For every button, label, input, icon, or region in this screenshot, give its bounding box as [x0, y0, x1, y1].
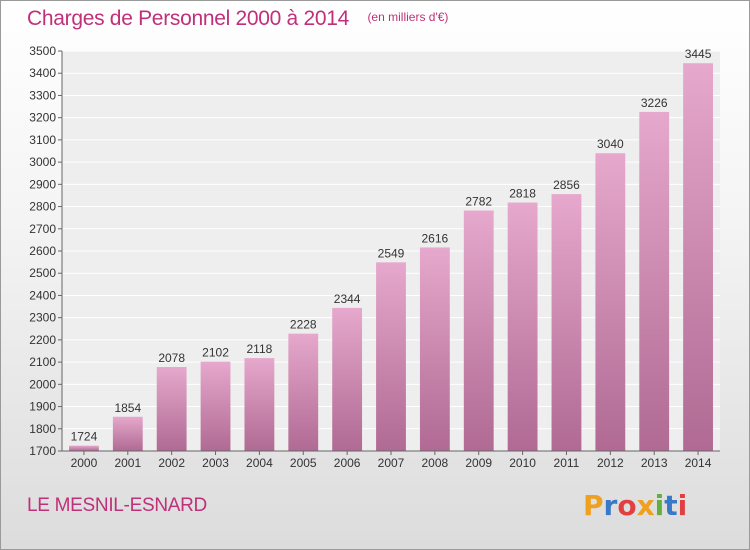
bar-2008[interactable] — [419, 247, 450, 451]
x-tick-label: 2009 — [465, 456, 492, 470]
data-label: 2118 — [246, 342, 272, 356]
x-tick-label: 2005 — [290, 456, 317, 470]
data-label: 2616 — [422, 231, 449, 245]
y-tick-label: 2900 — [29, 177, 56, 191]
logo-letter: i — [677, 489, 688, 522]
data-label: 1724 — [71, 430, 98, 444]
y-tick-label: 3000 — [29, 155, 56, 169]
logo-letter: r — [603, 489, 618, 522]
data-label: 3226 — [641, 96, 668, 110]
data-label: 2782 — [465, 195, 492, 209]
data-label: 2078 — [158, 351, 185, 365]
data-label: 3040 — [597, 137, 624, 151]
x-tick-label: 2010 — [509, 456, 536, 470]
x-tick-label: 2003 — [202, 456, 229, 470]
y-tick-label: 2300 — [29, 311, 56, 325]
data-label: 2549 — [378, 246, 405, 260]
bar-2013[interactable] — [639, 111, 670, 451]
bar-2012[interactable] — [595, 153, 626, 451]
title-line: Charges de Personnel 2000 à 2014 (en mil… — [27, 7, 448, 31]
chart-title: Charges de Personnel 2000 à 2014 — [27, 7, 349, 30]
data-label: 2228 — [290, 318, 317, 332]
x-tick-label: 2000 — [71, 456, 98, 470]
chart-subtitle: (en milliers d'€) — [367, 10, 449, 24]
y-tick-label: 2600 — [29, 244, 56, 258]
bar-2010[interactable] — [507, 202, 538, 451]
x-tick-label: 2004 — [246, 456, 273, 470]
data-label: 2344 — [334, 292, 361, 306]
bar-2011[interactable] — [551, 194, 582, 451]
bar-2001[interactable] — [112, 416, 143, 451]
x-tick-label: 2008 — [422, 456, 449, 470]
data-label: 2818 — [509, 187, 536, 201]
x-tick-label: 2014 — [685, 456, 712, 470]
bars: 1724 1854 2078 2102 2118 2228 2344 2549 2616 2782… — [69, 47, 713, 451]
logo-letter: o — [617, 489, 637, 522]
y-tick-label: 2000 — [29, 377, 56, 391]
x-tick-label: 2002 — [158, 456, 185, 470]
data-label: 3445 — [685, 47, 712, 61]
commune-name: LE MESNIL-ESNARD — [27, 495, 207, 516]
y-tick-label: 1700 — [29, 444, 56, 458]
y-tick-label: 1900 — [29, 400, 56, 414]
y-tick-label: 3400 — [29, 66, 56, 80]
y-tick-label: 2700 — [29, 222, 56, 236]
data-label: 1854 — [114, 401, 141, 415]
y-tick-label: 1800 — [29, 422, 56, 436]
bar-2006[interactable] — [332, 307, 363, 451]
data-label: 2102 — [202, 346, 229, 360]
bar-2003[interactable] — [200, 361, 231, 451]
y-tick-label: 2200 — [29, 333, 56, 347]
bar-2007[interactable] — [376, 262, 406, 451]
logo-letter: P — [583, 489, 604, 522]
y-tick-label: 3300 — [29, 88, 56, 102]
bar-2004[interactable] — [244, 358, 275, 451]
x-tick-label: 2013 — [641, 456, 668, 470]
bar-2009[interactable] — [463, 210, 494, 451]
y-tick-label: 2400 — [29, 288, 56, 302]
y-tick-label: 3200 — [29, 111, 56, 125]
logo-letter: t — [664, 489, 678, 522]
bar-2000[interactable] — [69, 445, 99, 451]
y-tick-label: 2100 — [29, 355, 56, 369]
data-label: 2856 — [553, 178, 580, 192]
logo-letter: i — [654, 489, 665, 522]
y-tick-label: 2500 — [29, 266, 56, 280]
y-tick-label: 3100 — [29, 133, 56, 147]
proxiti-logo[interactable]: Proxiti — [583, 489, 687, 522]
x-tick-label: 2011 — [554, 456, 580, 470]
y-tick-label: 3500 — [29, 44, 56, 58]
y-tick-label: 2800 — [29, 200, 56, 214]
bar-2014[interactable] — [683, 63, 713, 451]
bar-2002[interactable] — [156, 367, 187, 451]
x-tick-label: 2012 — [597, 456, 624, 470]
logo-letter: x — [636, 489, 655, 522]
x-tick-label: 2006 — [334, 456, 361, 470]
x-tick-label: 2007 — [378, 456, 405, 470]
axes: 1700 1800 1900 2000 2100 2200 2300 2400 2500 2600… — [29, 44, 720, 470]
bar-2005[interactable] — [288, 333, 319, 451]
x-tick-label: 2001 — [114, 456, 141, 470]
